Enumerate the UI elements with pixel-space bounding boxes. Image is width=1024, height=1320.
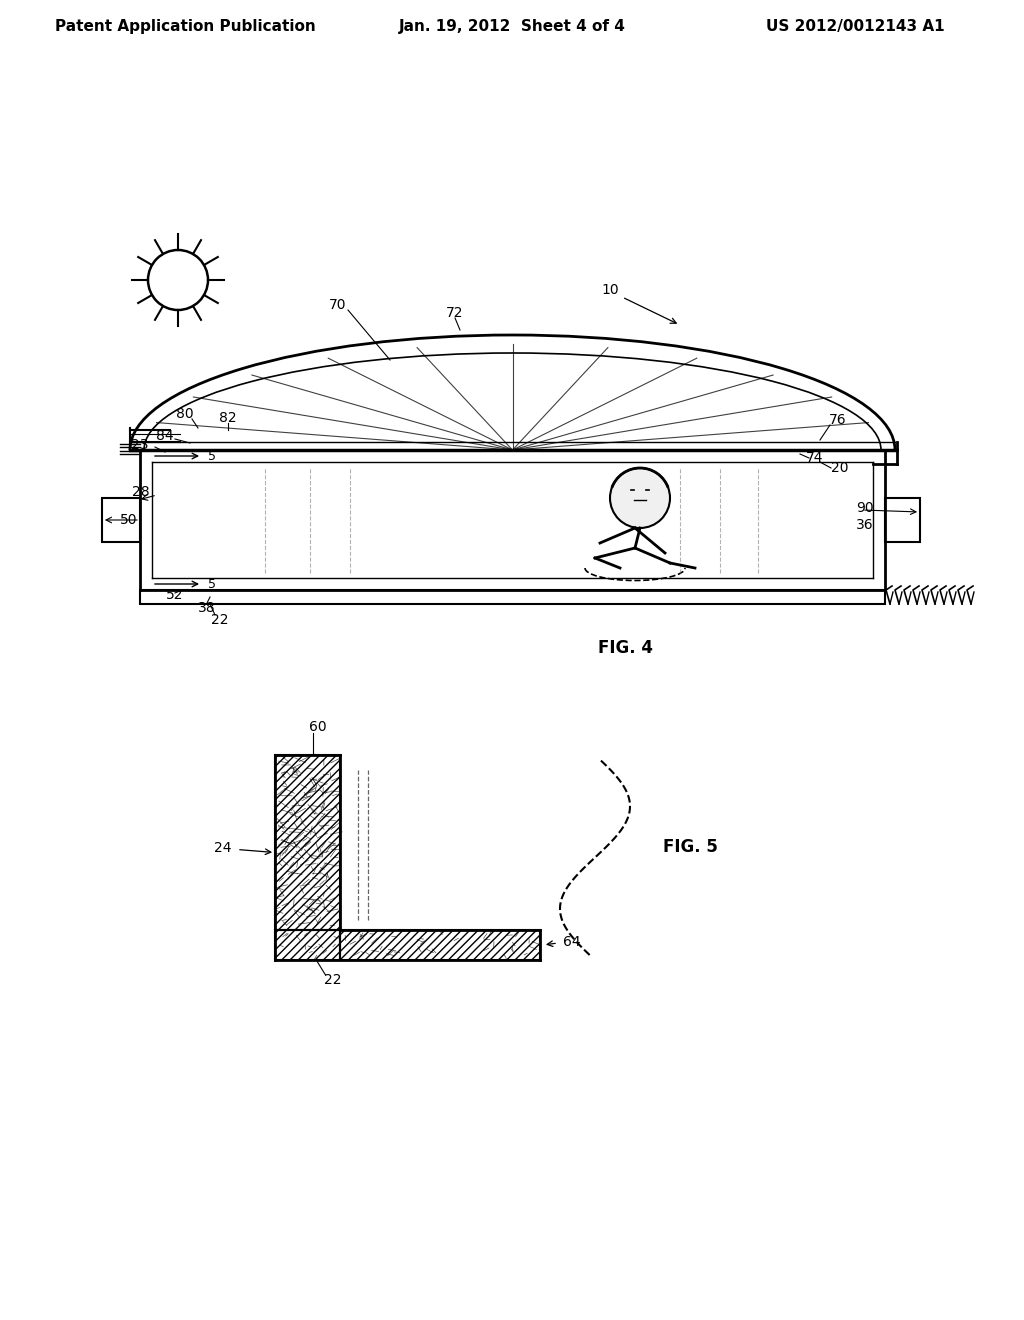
Bar bbox=[140, 590, 885, 605]
Text: 10: 10 bbox=[601, 282, 618, 297]
Text: 84: 84 bbox=[157, 429, 174, 444]
Text: 36: 36 bbox=[856, 517, 873, 532]
Circle shape bbox=[610, 469, 670, 528]
Text: 5: 5 bbox=[208, 450, 216, 462]
Text: 50: 50 bbox=[120, 513, 137, 527]
Text: 70: 70 bbox=[330, 298, 347, 312]
Text: 72: 72 bbox=[446, 306, 464, 319]
Text: FIG. 5: FIG. 5 bbox=[663, 838, 718, 857]
Text: 80: 80 bbox=[176, 407, 194, 421]
Bar bbox=[885, 498, 920, 543]
Text: 90: 90 bbox=[856, 502, 873, 515]
Text: FIG. 4: FIG. 4 bbox=[597, 639, 652, 657]
Text: 52: 52 bbox=[166, 587, 183, 602]
Bar bbox=[275, 755, 340, 931]
Text: 22: 22 bbox=[324, 973, 341, 987]
Text: Jan. 19, 2012  Sheet 4 of 4: Jan. 19, 2012 Sheet 4 of 4 bbox=[398, 20, 626, 34]
Text: 28: 28 bbox=[132, 484, 150, 499]
Bar bbox=[102, 498, 140, 543]
Text: 22: 22 bbox=[211, 612, 228, 627]
Text: 74: 74 bbox=[806, 451, 823, 465]
Text: 82: 82 bbox=[219, 411, 237, 425]
Text: 64: 64 bbox=[563, 935, 581, 949]
Bar bbox=[275, 931, 340, 960]
Text: 76: 76 bbox=[829, 413, 847, 426]
Text: 38: 38 bbox=[199, 601, 216, 615]
Text: US 2012/0012143 A1: US 2012/0012143 A1 bbox=[766, 20, 944, 34]
Text: Patent Application Publication: Patent Application Publication bbox=[54, 20, 315, 34]
Text: 24: 24 bbox=[214, 841, 231, 854]
Text: 23: 23 bbox=[130, 438, 148, 451]
Text: 5: 5 bbox=[208, 578, 216, 590]
Bar bbox=[340, 931, 540, 960]
Text: 20: 20 bbox=[831, 461, 849, 475]
Text: 60: 60 bbox=[308, 719, 327, 734]
